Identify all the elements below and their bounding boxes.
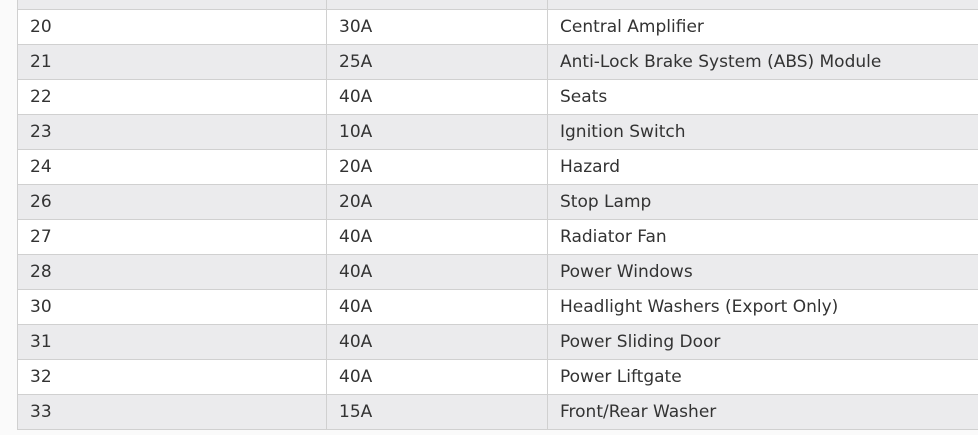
fuse-number-cell: 23 (17, 114, 327, 150)
table-row: 30 40A Headlight Washers (Export Only) (17, 289, 978, 325)
amperage-cell: 25A (326, 44, 548, 80)
fuse-number-cell: 26 (17, 184, 327, 220)
description-cell: Anti-Lock Brake System (ABS) Module (547, 44, 978, 80)
fuse-number-cell: 27 (17, 219, 327, 255)
amperage-cell: 40A (326, 254, 548, 290)
table-row: 26 20A Stop Lamp (17, 184, 978, 220)
table-row: 32 40A Power Liftgate (17, 359, 978, 395)
table-row: 21 25A Anti-Lock Brake System (ABS) Module (17, 44, 978, 80)
amperage-cell: 40A (326, 219, 548, 255)
description-cell: Power Liftgate (547, 359, 978, 395)
description-cell: Stop Lamp (547, 184, 978, 220)
fuse-number-cell: 21 (17, 44, 327, 80)
fuse-number-cell: 31 (17, 324, 327, 360)
amperage-cell: 20A (326, 149, 548, 185)
amperage-cell: 15A (326, 394, 548, 430)
table-row: 31 40A Power Sliding Door (17, 324, 978, 360)
amperage-cell: 20A (326, 184, 548, 220)
fuse-number-cell: 28 (17, 254, 327, 290)
amperage-cell: 40A (326, 324, 548, 360)
amperage-cell (326, 0, 548, 10)
fuse-number-cell: 24 (17, 149, 327, 185)
table-row: 22 40A Seats (17, 79, 978, 115)
table-row: 27 40A Radiator Fan (17, 219, 978, 255)
amperage-cell: 40A (326, 359, 548, 395)
table-row (17, 0, 978, 10)
description-cell: Ignition Switch (547, 114, 978, 150)
fuse-table-container: 20 30A Central Amplifier 21 25A Anti-Lock Bra… (17, 0, 978, 430)
description-cell: Headlight Washers (Export Only) (547, 289, 978, 325)
fuse-number-cell: 22 (17, 79, 327, 115)
description-cell: Seats (547, 79, 978, 115)
table-row: 23 10A Ignition Switch (17, 114, 978, 150)
description-cell: Power Windows (547, 254, 978, 290)
fuse-number-cell: 30 (17, 289, 327, 325)
description-cell (547, 0, 978, 10)
fuse-number-cell (17, 0, 327, 10)
table-row: 28 40A Power Windows (17, 254, 978, 290)
description-cell: Power Sliding Door (547, 324, 978, 360)
description-cell: Central Amplifier (547, 9, 978, 45)
description-cell: Hazard (547, 149, 978, 185)
table-row: 20 30A Central Amplifier (17, 9, 978, 45)
table-row: 33 15A Front/Rear Washer (17, 394, 978, 430)
description-cell: Front/Rear Washer (547, 394, 978, 430)
table-row: 24 20A Hazard (17, 149, 978, 185)
amperage-cell: 40A (326, 289, 548, 325)
fuse-number-cell: 32 (17, 359, 327, 395)
amperage-cell: 40A (326, 79, 548, 115)
amperage-cell: 10A (326, 114, 548, 150)
description-cell: Radiator Fan (547, 219, 978, 255)
fuse-number-cell: 20 (17, 9, 327, 45)
amperage-cell: 30A (326, 9, 548, 45)
fuse-table: 20 30A Central Amplifier 21 25A Anti-Lock Bra… (17, 0, 978, 430)
fuse-number-cell: 33 (17, 394, 327, 430)
